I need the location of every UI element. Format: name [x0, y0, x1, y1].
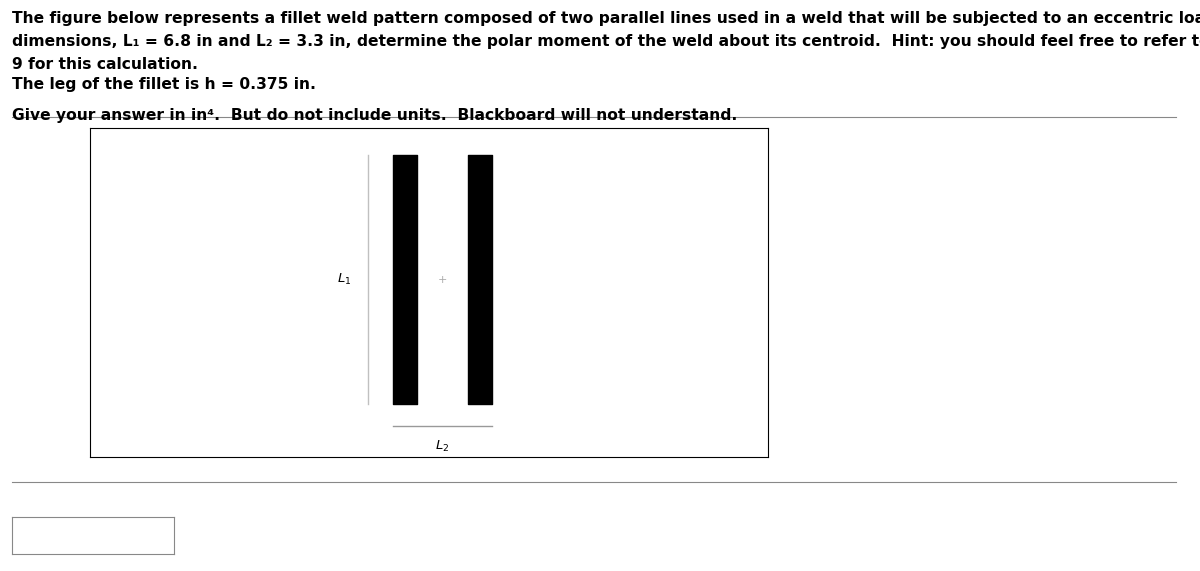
Text: dimensions, L₁ = 6.8 in and L₂ = 3.3 in, determine the polar moment of the weld : dimensions, L₁ = 6.8 in and L₂ = 3.3 in,…: [12, 34, 1200, 49]
Text: $L_1$: $L_1$: [337, 272, 352, 287]
Text: +: +: [438, 275, 448, 284]
Text: The leg of the fillet is h = 0.375 in.: The leg of the fillet is h = 0.375 in.: [12, 77, 316, 92]
Text: Give your answer in in⁴.  But do not include units.  Blackboard will not underst: Give your answer in in⁴. But do not incl…: [12, 108, 737, 123]
Text: $L_2$: $L_2$: [436, 439, 450, 454]
Text: The figure below represents a fillet weld pattern composed of two parallel lines: The figure below represents a fillet wel…: [12, 11, 1200, 26]
Text: 9 for this calculation.: 9 for this calculation.: [12, 57, 198, 72]
